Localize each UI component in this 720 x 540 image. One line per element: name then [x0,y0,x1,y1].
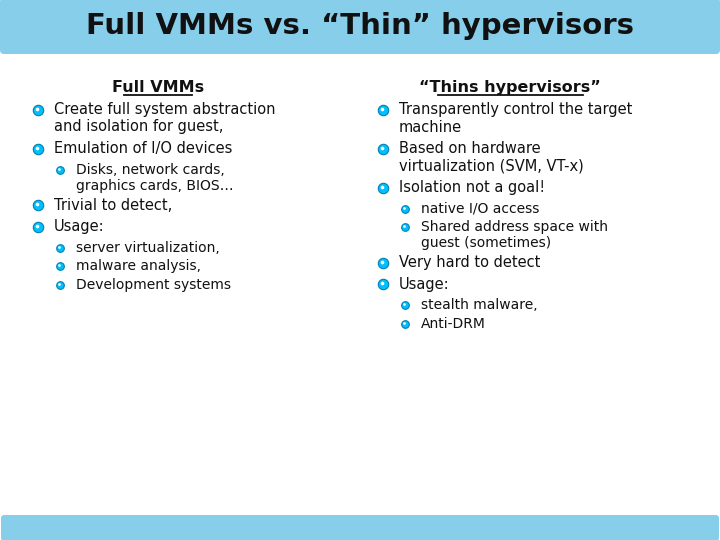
Text: Transparently control the target: Transparently control the target [399,102,632,117]
Text: Create full system abstraction: Create full system abstraction [54,102,276,117]
Text: Development systems: Development systems [76,278,231,292]
Text: graphics cards, BIOS…: graphics cards, BIOS… [76,179,233,193]
Text: Usage:: Usage: [54,219,104,234]
FancyBboxPatch shape [0,0,720,54]
FancyBboxPatch shape [1,515,719,540]
Text: Full VMMs vs. “Thin” hypervisors: Full VMMs vs. “Thin” hypervisors [86,12,634,40]
Text: Isolation not a goal!: Isolation not a goal! [399,180,545,195]
Bar [0,52,720,518]
Text: Usage:: Usage: [399,276,449,292]
Text: Disks, network cards,: Disks, network cards, [76,163,225,177]
Text: Shared address space with: Shared address space with [421,220,608,234]
Text: virtualization (SVM, VT-x): virtualization (SVM, VT-x) [399,159,584,173]
Text: native I/O access: native I/O access [421,201,539,215]
Text: guest (sometimes): guest (sometimes) [421,237,551,251]
Text: Anti-DRM: Anti-DRM [421,316,486,330]
Text: malware analysis,: malware analysis, [76,259,201,273]
Text: machine: machine [399,119,462,134]
Text: and isolation for guest,: and isolation for guest, [54,119,223,134]
Text: Trivial to detect,: Trivial to detect, [54,198,172,213]
Text: “Thins hypervisors”: “Thins hypervisors” [419,80,601,95]
Text: stealth malware,: stealth malware, [421,298,538,312]
Text: Based on hardware: Based on hardware [399,141,541,156]
Text: Emulation of I/O devices: Emulation of I/O devices [54,141,233,156]
Text: server virtualization,: server virtualization, [76,240,220,254]
Text: Full VMMs: Full VMMs [112,80,204,95]
Text: Very hard to detect: Very hard to detect [399,255,541,270]
